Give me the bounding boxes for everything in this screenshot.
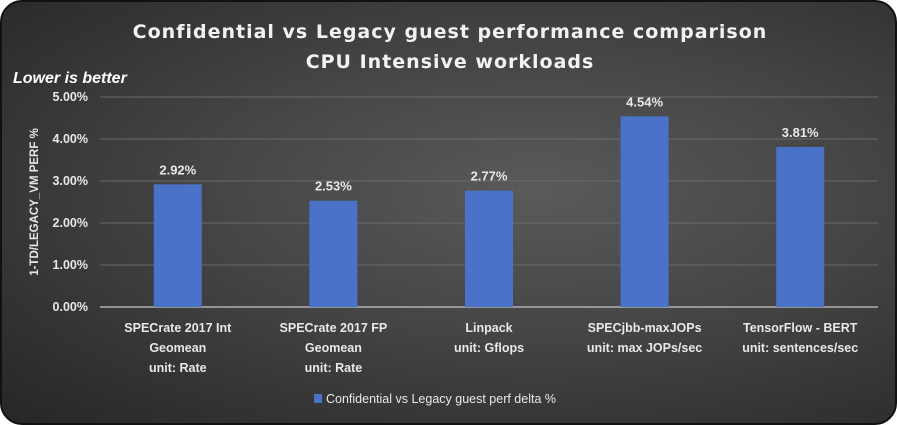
legend-label: Confidential vs Legacy guest perf delta …	[326, 392, 556, 406]
x-category-label: SPECrate 2017 FP	[280, 321, 388, 335]
x-category-label: unit: max JOPs/sec	[587, 341, 702, 355]
bar	[465, 190, 513, 307]
data-label: 2.92%	[159, 162, 196, 177]
data-label: 2.53%	[315, 179, 352, 194]
x-category-label: TensorFlow - BERT	[743, 321, 858, 335]
x-category-label: unit: sentences/sec	[742, 341, 858, 355]
bar	[153, 184, 202, 307]
y-tick-label: 0.00%	[53, 300, 88, 314]
chart-subtitle: Lower is better	[13, 70, 128, 87]
x-category-label: Linpack	[465, 321, 512, 335]
legend-swatch	[314, 394, 322, 403]
y-tick-label: 4.00%	[53, 132, 88, 146]
y-tick-label: 5.00%	[53, 90, 88, 104]
x-category-label: Geomean	[149, 341, 206, 355]
x-category-label: unit: Rate	[305, 361, 363, 375]
y-tick-label: 2.00%	[53, 216, 88, 230]
x-category-label: Geomean	[305, 341, 362, 355]
data-label: 4.54%	[626, 94, 663, 109]
x-category-label: unit: Gflops	[454, 341, 524, 355]
y-tick-label: 3.00%	[53, 174, 88, 188]
x-category-label: unit: Rate	[149, 361, 207, 375]
bar	[309, 200, 358, 307]
data-label: 2.77%	[471, 169, 508, 184]
y-axis-label: 1-TD/LEGACY_VM PERF %	[29, 128, 41, 276]
bar	[620, 116, 669, 307]
bar	[776, 146, 825, 307]
y-tick-label: 1.00%	[53, 258, 88, 272]
chart-title-line1: Confidential vs Legacy guest performance…	[133, 21, 768, 43]
chart-title-line2: CPU Intensive workloads	[306, 51, 595, 73]
x-category-label: SPECrate 2017 Int	[124, 321, 232, 335]
data-label: 3.81%	[782, 125, 819, 140]
x-category-label: SPECjbb-maxJOPs	[588, 321, 702, 335]
